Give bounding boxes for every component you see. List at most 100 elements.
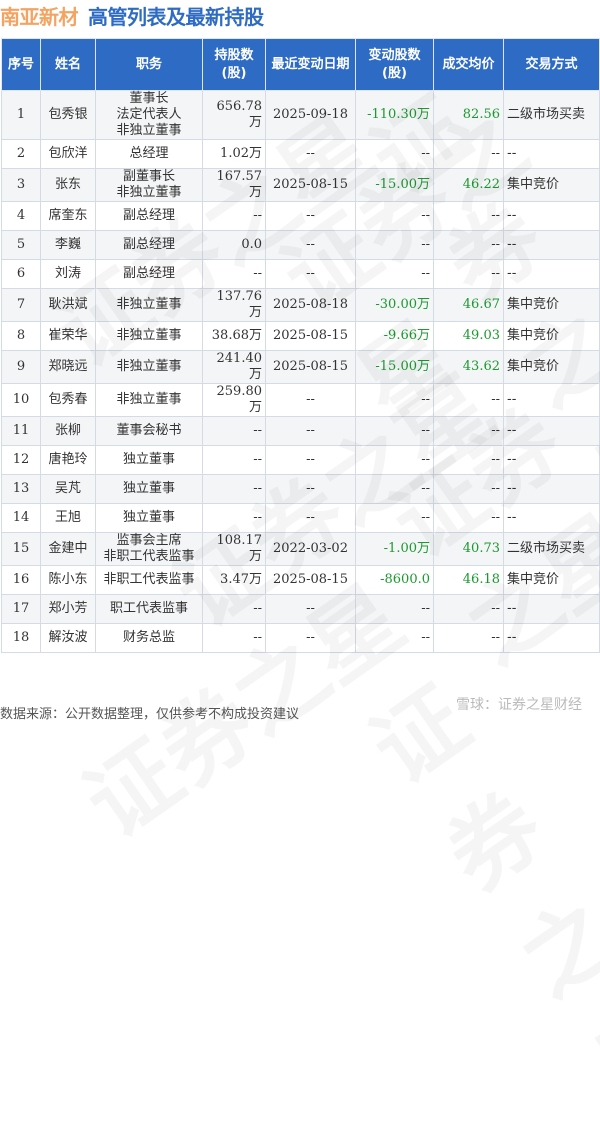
index-cell: 8 xyxy=(1,321,41,351)
avg-price-cell: -- xyxy=(433,503,504,533)
index-cell: 18 xyxy=(1,623,41,653)
last-change-date-cell: -- xyxy=(265,594,356,624)
index-cell: 3 xyxy=(1,168,41,202)
last-change-date-cell: -- xyxy=(265,201,356,231)
avg-price-cell: -- xyxy=(433,383,504,417)
shares-held-cell: 38.68万 xyxy=(202,321,266,351)
shares-changed-cell: -- xyxy=(355,259,434,289)
name-cell: 王旭 xyxy=(40,503,96,533)
position-cell: 独立董事 xyxy=(95,445,203,475)
shares-held-cell: 108.17万 xyxy=(202,532,266,566)
column-header: 最近变动日期 xyxy=(265,38,356,91)
shares-changed-cell: -9.66万 xyxy=(355,321,434,351)
table-row: 12 唐艳玲 独立董事 -- -- -- -- -- xyxy=(1,445,600,475)
table-row: 18 解汝波 财务总监 -- -- -- -- -- xyxy=(1,623,600,653)
last-change-date-cell: 2025-08-15 xyxy=(265,168,356,202)
shares-changed-cell: -1.00万 xyxy=(355,532,434,566)
position-cell: 董事长 法定代表人 非独立董事 xyxy=(95,90,203,140)
last-change-date-cell: -- xyxy=(265,445,356,475)
trade-method-cell: -- xyxy=(503,259,600,289)
data-source-note: 数据来源：公开数据整理，仅供参考不构成投资建议 xyxy=(0,707,300,722)
trade-method-cell: -- xyxy=(503,201,600,231)
trade-method-cell: -- xyxy=(503,230,600,260)
column-header: 持股数 (股) xyxy=(202,38,266,91)
trade-method-cell: 集中竞价 xyxy=(503,321,600,351)
avg-price-cell: -- xyxy=(433,259,504,289)
column-header: 交易方式 xyxy=(503,38,600,91)
name-cell: 张柳 xyxy=(40,416,96,446)
shares-held-cell: 259.80万 xyxy=(202,383,266,417)
shares-held-cell: -- xyxy=(202,623,266,653)
avg-price-cell: -- xyxy=(433,230,504,260)
index-cell: 1 xyxy=(1,90,41,140)
index-cell: 9 xyxy=(1,350,41,384)
shares-held-cell: 241.40万 xyxy=(202,350,266,384)
shares-changed-cell: -- xyxy=(355,623,434,653)
column-header: 职务 xyxy=(95,38,203,91)
position-cell: 副总经理 xyxy=(95,230,203,260)
table-row: 8 崔荣华 非独立董事 38.68万 2025-08-15 -9.66万 49.03 集中竞价 xyxy=(1,321,600,351)
trade-method-cell: -- xyxy=(503,139,600,169)
last-change-date-cell: -- xyxy=(265,259,356,289)
table-row: 13 吴芃 独立董事 -- -- -- -- -- xyxy=(1,474,600,504)
trade-method-cell: -- xyxy=(503,445,600,475)
shares-held-cell: 167.57万 xyxy=(202,168,266,202)
column-header: 变动股数 (股) xyxy=(355,38,434,91)
table-row: 5 李巍 副总经理 0.0 -- -- -- -- xyxy=(1,230,600,260)
name-cell: 陈小东 xyxy=(40,565,96,595)
avg-price-cell: -- xyxy=(433,416,504,446)
shares-changed-cell: -- xyxy=(355,230,434,260)
shares-held-cell: 137.76万 xyxy=(202,288,266,322)
position-cell: 监事会主席 非职工代表监事 xyxy=(95,532,203,566)
index-cell: 14 xyxy=(1,503,41,533)
table-row: 10 包秀春 非独立董事 259.80万 -- -- -- -- xyxy=(1,383,600,417)
shares-held-cell: -- xyxy=(202,259,266,289)
name-cell: 唐艳玲 xyxy=(40,445,96,475)
avg-price-cell: 82.56 xyxy=(433,90,504,140)
xueqiu-logo: 雪球：证券之星财经 xyxy=(456,697,582,713)
avg-price-cell: -- xyxy=(433,201,504,231)
position-cell: 董事会秘书 xyxy=(95,416,203,446)
shares-changed-cell: -110.30万 xyxy=(355,90,434,140)
trade-method-cell: 二级市场买卖 xyxy=(503,90,600,140)
last-change-date-cell: -- xyxy=(265,383,356,417)
shares-changed-cell: -- xyxy=(355,139,434,169)
table-row: 7 耿洪斌 非独立董事 137.76万 2025-08-18 -30.00万 46.67 集中… xyxy=(1,288,600,322)
avg-price-cell: -- xyxy=(433,623,504,653)
position-cell: 非职工代表监事 xyxy=(95,565,203,595)
shares-changed-cell: -30.00万 xyxy=(355,288,434,322)
last-change-date-cell: 2025-08-15 xyxy=(265,321,356,351)
last-change-date-cell: -- xyxy=(265,623,356,653)
table-row: 4 席奎东 副总经理 -- -- -- -- -- xyxy=(1,201,600,231)
last-change-date-cell: 2025-08-15 xyxy=(265,350,356,384)
last-change-date-cell: -- xyxy=(265,503,356,533)
shares-changed-cell: -- xyxy=(355,201,434,231)
shares-held-cell: -- xyxy=(202,416,266,446)
last-change-date-cell: 2022-03-02 xyxy=(265,532,356,566)
shares-held-cell: -- xyxy=(202,594,266,624)
table-row: 17 郑小芳 职工代表监事 -- -- -- -- -- xyxy=(1,594,600,624)
position-cell: 非独立董事 xyxy=(95,288,203,322)
table-row: 11 张柳 董事会秘书 -- -- -- -- -- xyxy=(1,416,600,446)
shares-changed-cell: -- xyxy=(355,416,434,446)
avg-price-cell: 46.22 xyxy=(433,168,504,202)
index-cell: 7 xyxy=(1,288,41,322)
table-row: 9 郑晓远 非独立董事 241.40万 2025-08-15 -15.00万 43.62 集中… xyxy=(1,350,600,384)
name-cell: 刘涛 xyxy=(40,259,96,289)
position-cell: 职工代表监事 xyxy=(95,594,203,624)
table-row: 6 刘涛 副总经理 -- -- -- -- -- xyxy=(1,259,600,289)
shares-changed-cell: -- xyxy=(355,445,434,475)
avg-price-cell: -- xyxy=(433,445,504,475)
index-cell: 12 xyxy=(1,445,41,475)
shares-held-cell: -- xyxy=(202,474,266,504)
name-cell: 崔荣华 xyxy=(40,321,96,351)
shares-changed-cell: -15.00万 xyxy=(355,168,434,202)
position-cell: 非独立董事 xyxy=(95,321,203,351)
name-cell: 李巍 xyxy=(40,230,96,260)
trade-method-cell: 二级市场买卖 xyxy=(503,532,600,566)
title-subtitle: 高管列表及最新持股 xyxy=(88,5,264,29)
avg-price-cell: -- xyxy=(433,474,504,504)
last-change-date-cell: 2025-08-18 xyxy=(265,288,356,322)
last-change-date-cell: -- xyxy=(265,139,356,169)
shares-held-cell: -- xyxy=(202,445,266,475)
